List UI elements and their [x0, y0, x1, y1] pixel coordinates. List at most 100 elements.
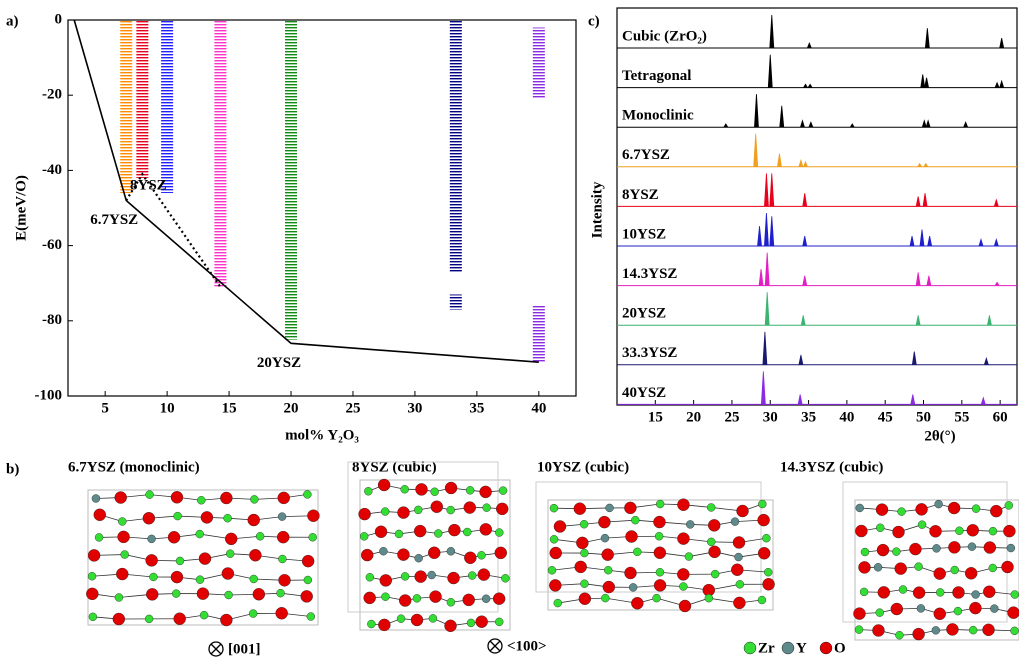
atom	[763, 578, 775, 590]
atom	[733, 536, 745, 548]
y-tick-label: -20	[42, 87, 62, 103]
atom	[361, 549, 373, 561]
atom	[934, 568, 946, 580]
panel-label: c)	[588, 13, 600, 29]
peak	[921, 74, 925, 87]
atom	[380, 574, 392, 586]
atom	[445, 620, 457, 632]
atom	[629, 583, 637, 591]
atom	[222, 568, 234, 580]
crystal-structure	[348, 462, 510, 632]
trace-label: 40YSZ	[622, 385, 666, 401]
atom	[550, 504, 558, 512]
atom	[225, 591, 233, 599]
peak	[984, 358, 988, 365]
atom	[967, 524, 979, 536]
atom	[758, 547, 770, 559]
trace-label: 20YSZ	[622, 306, 666, 322]
atom	[249, 610, 257, 618]
atom	[876, 609, 884, 617]
atom	[121, 551, 129, 559]
atom	[415, 554, 423, 562]
peak	[911, 395, 915, 405]
atom	[711, 570, 719, 578]
atom	[733, 597, 745, 609]
peak	[809, 122, 813, 127]
x-tick-label: 35	[801, 409, 816, 425]
x-tick-label: 30	[763, 409, 778, 425]
atom	[397, 615, 405, 623]
atom	[948, 541, 960, 553]
atom	[89, 613, 97, 621]
legend-swatch	[744, 642, 756, 654]
atom	[550, 535, 558, 543]
atom	[1005, 501, 1013, 509]
atom	[1007, 544, 1015, 552]
energy-band	[214, 20, 226, 287]
atom	[447, 598, 455, 606]
peak	[801, 315, 805, 325]
atom	[428, 571, 436, 579]
atom	[758, 500, 766, 508]
point-label: 8YSZ	[130, 178, 167, 194]
atom	[220, 492, 232, 504]
peak	[964, 122, 968, 127]
y-axis-label: Intensity	[589, 181, 605, 238]
atom	[731, 518, 739, 526]
atom	[631, 597, 643, 609]
atom	[86, 588, 98, 600]
atom	[171, 571, 183, 583]
atom	[913, 587, 925, 599]
peak	[780, 106, 784, 127]
x-tick-label: 25	[724, 409, 739, 425]
peak	[923, 193, 927, 206]
atom	[92, 494, 100, 502]
peak	[765, 253, 769, 286]
atom	[174, 512, 182, 520]
atom	[707, 538, 715, 546]
atom	[549, 579, 561, 591]
atom	[758, 596, 766, 604]
atom	[171, 491, 183, 503]
legend-label: Zr	[758, 640, 775, 656]
peak	[926, 121, 930, 128]
peak	[927, 276, 931, 286]
atom	[653, 516, 665, 528]
atom	[113, 613, 125, 625]
atom	[872, 624, 884, 636]
atom	[447, 506, 455, 514]
peak	[759, 269, 763, 286]
atom	[575, 561, 587, 573]
atom	[464, 552, 476, 564]
atom	[448, 524, 460, 536]
atom	[464, 502, 476, 514]
atom	[480, 486, 492, 498]
atom	[146, 554, 158, 566]
x-tick-label: 5	[101, 400, 109, 416]
atom	[401, 572, 409, 580]
atom	[969, 626, 977, 634]
atom	[954, 607, 962, 615]
trace-label: 6.7YSZ	[622, 147, 670, 163]
atom	[1003, 525, 1015, 537]
atom	[496, 503, 508, 515]
atom	[898, 508, 906, 516]
atom	[679, 582, 687, 590]
peak	[808, 84, 812, 87]
atom	[707, 503, 715, 511]
trace-label: Tetragonal	[622, 68, 691, 84]
atom	[936, 588, 944, 596]
atom	[307, 510, 319, 522]
atom	[201, 511, 213, 523]
peak	[798, 395, 802, 405]
peak	[981, 398, 985, 405]
atom	[737, 505, 749, 517]
peak	[924, 164, 928, 167]
atom	[115, 492, 127, 504]
legend-label: O	[834, 640, 846, 656]
atom	[606, 504, 614, 512]
x-tick-label: 40	[531, 400, 546, 416]
atom	[731, 564, 743, 576]
atom	[876, 524, 884, 532]
atom	[955, 527, 963, 535]
